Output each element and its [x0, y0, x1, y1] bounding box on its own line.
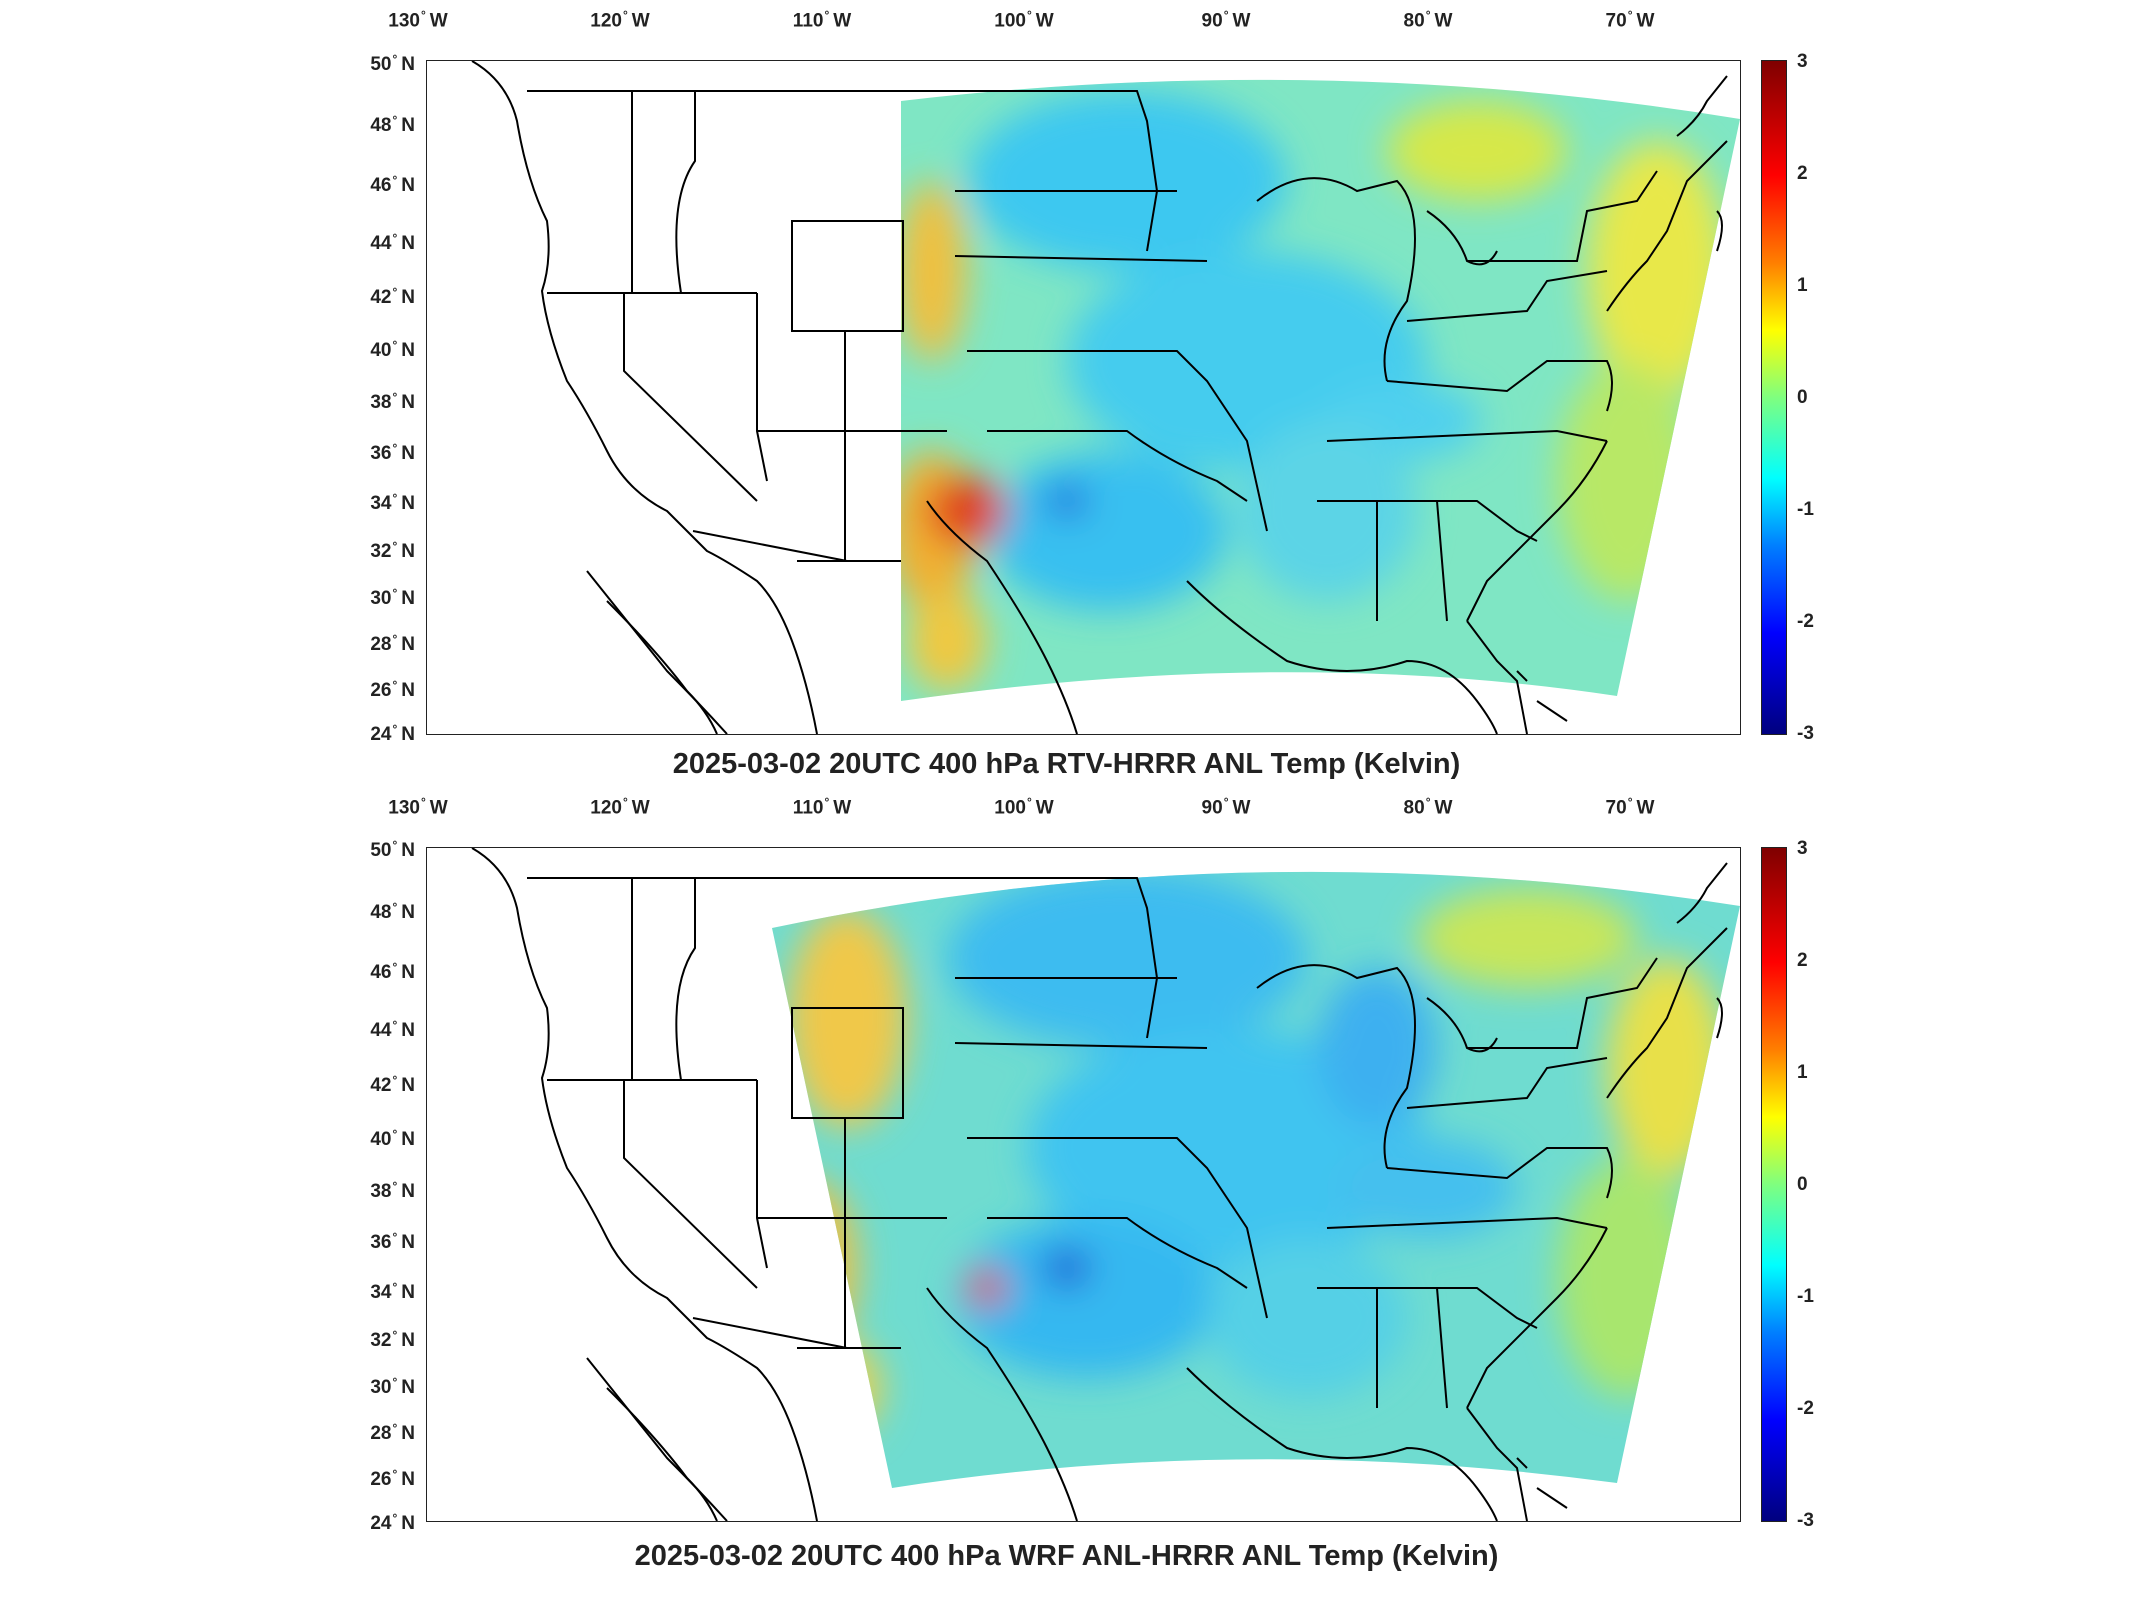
lon-label: 90° W [1201, 8, 1251, 32]
temperature-difference-map [471, 848, 1740, 1521]
colorbar-tick: 2 [1797, 163, 1808, 184]
lat-label: 50° N [370, 51, 415, 76]
lon-label: 90° W [1201, 795, 1251, 819]
lat-label: 24° N [370, 721, 415, 746]
lat-label: 40° N [370, 337, 415, 362]
lat-label: 42° N [370, 1072, 415, 1097]
colorbar-tick: -1 [1797, 499, 1814, 520]
lat-label: 42° N [370, 284, 415, 309]
colorbar-tick: 3 [1797, 51, 1808, 72]
colorbar-tick: -3 [1797, 1510, 1814, 1531]
colorbar-tick: -1 [1797, 1286, 1814, 1307]
lat-label: 40° N [370, 1126, 415, 1151]
lat-label: 46° N [370, 172, 415, 197]
lat-label: 38° N [370, 1178, 415, 1203]
lat-label: 44° N [370, 230, 415, 255]
lat-label: 46° N [370, 959, 415, 984]
lon-label: 130° W [388, 8, 448, 32]
state-boundaries [471, 61, 1728, 734]
temperature-field [772, 871, 1740, 1488]
lat-label: 28° N [370, 631, 415, 656]
lat-label: 30° N [370, 585, 415, 610]
lat-label: 38° N [370, 389, 415, 414]
map-panel-top: 130° W 120° W 110° W 100° W 90° W 80° W 70° W 5… [370, 8, 1814, 780]
colorbar-tick: -3 [1797, 723, 1814, 744]
lat-label: 48° N [370, 112, 415, 137]
lat-label: 34° N [370, 1279, 415, 1304]
lon-label: 100° W [994, 795, 1054, 819]
lat-label: 44° N [370, 1017, 415, 1042]
lon-label: 70° W [1605, 8, 1655, 32]
colorbar-tick: 0 [1797, 1174, 1808, 1195]
colorbar [1761, 847, 1787, 1522]
lat-label: 36° N [370, 1229, 415, 1254]
lat-label: 48° N [370, 899, 415, 924]
lat-label: 26° N [370, 1466, 415, 1491]
lon-label: 100° W [994, 8, 1054, 32]
lat-label: 50° N [370, 837, 415, 862]
lat-label: 30° N [370, 1374, 415, 1399]
lon-label: 70° W [1605, 795, 1655, 819]
lon-label: 80° W [1403, 795, 1453, 819]
lon-label: 120° W [590, 795, 650, 819]
colorbar-tick: 0 [1797, 387, 1808, 408]
colorbar-tick: -2 [1797, 611, 1814, 632]
map-title: 2025-03-02 20UTC 400 hPa RTV-HRRR ANL Te… [672, 748, 1461, 780]
lat-label: 28° N [370, 1420, 415, 1445]
colorbar [1761, 60, 1787, 735]
lat-label: 24° N [370, 1510, 415, 1535]
colorbar-tick: 2 [1797, 950, 1808, 971]
state-boundaries [471, 848, 1728, 1521]
lat-label: 26° N [370, 677, 415, 702]
colorbar-tick: 1 [1797, 275, 1808, 296]
lon-label: 120° W [590, 8, 650, 32]
map-title: 2025-03-02 20UTC 400 hPa WRF ANL-HRRR AN… [634, 1540, 1499, 1572]
lat-label: 32° N [370, 538, 415, 563]
colorbar-tick: -2 [1797, 1398, 1814, 1419]
map-plot-area [426, 60, 1741, 735]
lon-label: 110° W [792, 8, 852, 32]
lat-label: 36° N [370, 440, 415, 465]
colorbar-tick: 3 [1797, 838, 1808, 859]
temperature-field [901, 79, 1740, 702]
lat-label: 34° N [370, 490, 415, 515]
map-panel-bottom: 130° W 120° W 110° W 100° W 90° W 80° W 70° W 5… [0, 790, 2133, 1600]
colorbar-tick: 1 [1797, 1062, 1808, 1083]
lon-label: 110° W [792, 795, 852, 819]
temperature-difference-map [471, 61, 1740, 734]
map-plot-area [426, 847, 1741, 1522]
lon-label: 80° W [1403, 8, 1453, 32]
lon-label: 130° W [388, 795, 448, 819]
lat-label: 32° N [370, 1327, 415, 1352]
